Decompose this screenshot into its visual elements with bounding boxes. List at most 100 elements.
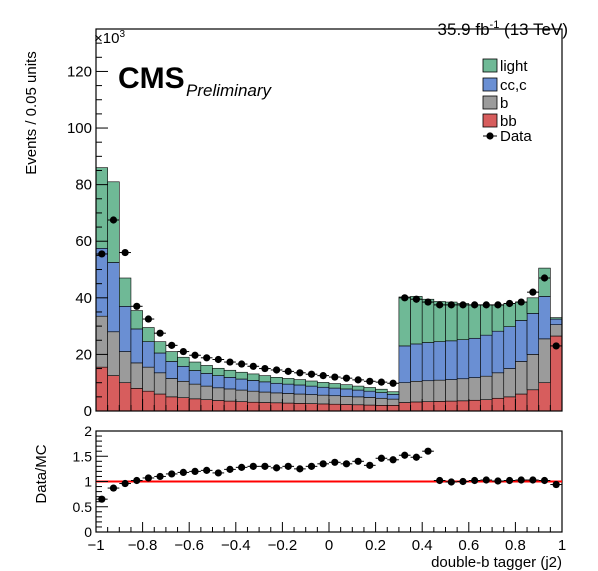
data-point-3 — [133, 302, 141, 310]
main-x-ticks — [95, 399, 563, 411]
bar-light-11 — [223, 369, 237, 378]
ratio-point-17 — [296, 465, 304, 473]
bar-light-32 — [468, 304, 481, 339]
bar-bb-19 — [317, 403, 330, 412]
data-point-17 — [296, 369, 304, 377]
legend: light cc,c b bb Data — [482, 58, 532, 145]
legend-swatch-cc — [482, 77, 498, 92]
bar-ccc-29 — [433, 341, 446, 381]
bar-light-21 — [340, 384, 353, 390]
main-y-axis: 0 20 40 60 80 100 120 — [67, 42, 108, 420]
ratio-y-tick-label: 2 — [84, 423, 92, 439]
ratio-point-9 — [203, 466, 211, 474]
data-point-38 — [540, 274, 549, 282]
bar-ccc-37 — [526, 313, 539, 355]
bar-light-22 — [351, 385, 365, 391]
bar-light-23 — [363, 387, 376, 392]
ratio-point-39 — [552, 480, 560, 489]
bar-ccc-19 — [317, 386, 330, 396]
ratio-y-tick-label: 1.5 — [73, 448, 93, 464]
data-points — [96, 216, 562, 387]
bar-light-34 — [491, 304, 505, 332]
legend-swatch-b — [482, 95, 498, 110]
bar-light-0 — [95, 167, 108, 249]
x-tick-label: 0.6 — [458, 537, 479, 554]
data-point-33 — [482, 301, 490, 309]
ratio-x-axis: −1 −0.8 −0.6 −0.4 −0.2 0 0.2 0.4 0.6 0.8 1 — [87, 522, 566, 554]
bar-bb-11 — [223, 400, 237, 412]
main-y-tick-label: 100 — [67, 120, 92, 137]
bar-light-13 — [247, 373, 260, 381]
bar-ccc-9 — [200, 373, 213, 387]
bar-light-14 — [258, 375, 272, 383]
bar-light-3 — [130, 310, 143, 330]
bar-ccc-25 — [386, 394, 400, 400]
bar-b-0 — [95, 315, 108, 368]
data-point-19 — [319, 372, 327, 380]
bar-b-8 — [188, 383, 202, 400]
bar-ccc-31 — [456, 339, 470, 380]
data-point-34 — [494, 301, 502, 309]
bar-bb-7 — [177, 397, 190, 412]
bar-ccc-38 — [538, 296, 551, 340]
bar-ccc-18 — [305, 385, 318, 395]
bar-b-31 — [456, 378, 470, 402]
bar-ccc-13 — [247, 380, 260, 392]
bar-bb-10 — [212, 400, 225, 412]
bar-b-9 — [200, 385, 213, 400]
bar-bb-17 — [293, 403, 306, 412]
ratio-point-19 — [319, 460, 327, 468]
bar-bb-33 — [480, 399, 493, 412]
bar-b-38 — [538, 338, 551, 384]
bar-ccc-30 — [445, 340, 458, 380]
ratio-point-24 — [377, 454, 386, 462]
bar-ccc-24 — [375, 392, 388, 399]
bar-b-13 — [247, 390, 260, 403]
bar-bb-2 — [119, 382, 132, 412]
legend-swatch-light — [482, 58, 498, 73]
bar-light-19 — [317, 382, 330, 388]
data-point-13 — [249, 362, 257, 370]
bar-light-24 — [375, 388, 388, 393]
ratio-point-25 — [389, 456, 397, 464]
legend-label-bb: bb — [500, 113, 517, 130]
bar-ccc-2 — [119, 306, 132, 352]
bar-bb-22 — [351, 404, 365, 412]
bar-ccc-27 — [410, 343, 423, 382]
bar-bb-28 — [421, 401, 435, 412]
bar-b-5 — [153, 372, 167, 395]
data-point-5 — [156, 329, 164, 337]
ratio-point-4 — [144, 474, 153, 482]
bar-ccc-6 — [165, 361, 178, 379]
x-tick-label: 1 — [558, 537, 566, 554]
main-y-axis-label: Events / 0.05 units — [23, 51, 40, 174]
bar-b-26 — [398, 382, 411, 403]
bar-ccc-1 — [107, 262, 120, 333]
ratio-point-38 — [540, 476, 549, 485]
data-point-14 — [261, 364, 269, 373]
ratio-point-2 — [121, 479, 129, 488]
ratio-points — [96, 447, 562, 503]
legend-data-marker — [486, 132, 494, 140]
bar-bb-14 — [258, 402, 272, 412]
bar-light-5 — [153, 341, 167, 354]
bar-ccc-33 — [480, 334, 493, 377]
ratio-point-12 — [238, 463, 246, 471]
bar-light-8 — [188, 361, 202, 371]
ratio-y-tick-label: 1 — [84, 474, 92, 490]
bar-b-18 — [305, 394, 318, 404]
bar-b-10 — [212, 387, 225, 401]
bar-light-25 — [386, 391, 400, 395]
bar-ccc-12 — [235, 378, 248, 391]
bar-bb-34 — [491, 397, 505, 412]
ratio-point-20 — [331, 458, 339, 466]
main-y-tick-label: 60 — [75, 233, 92, 250]
preliminary-label: Preliminary — [186, 81, 273, 100]
bar-ccc-0 — [95, 247, 108, 317]
ratio-point-22 — [354, 457, 362, 465]
main-y-tick-label: 20 — [75, 346, 92, 363]
ratio-point-16 — [284, 462, 292, 470]
ratio-point-3 — [133, 476, 141, 485]
bar-ccc-21 — [340, 388, 353, 397]
